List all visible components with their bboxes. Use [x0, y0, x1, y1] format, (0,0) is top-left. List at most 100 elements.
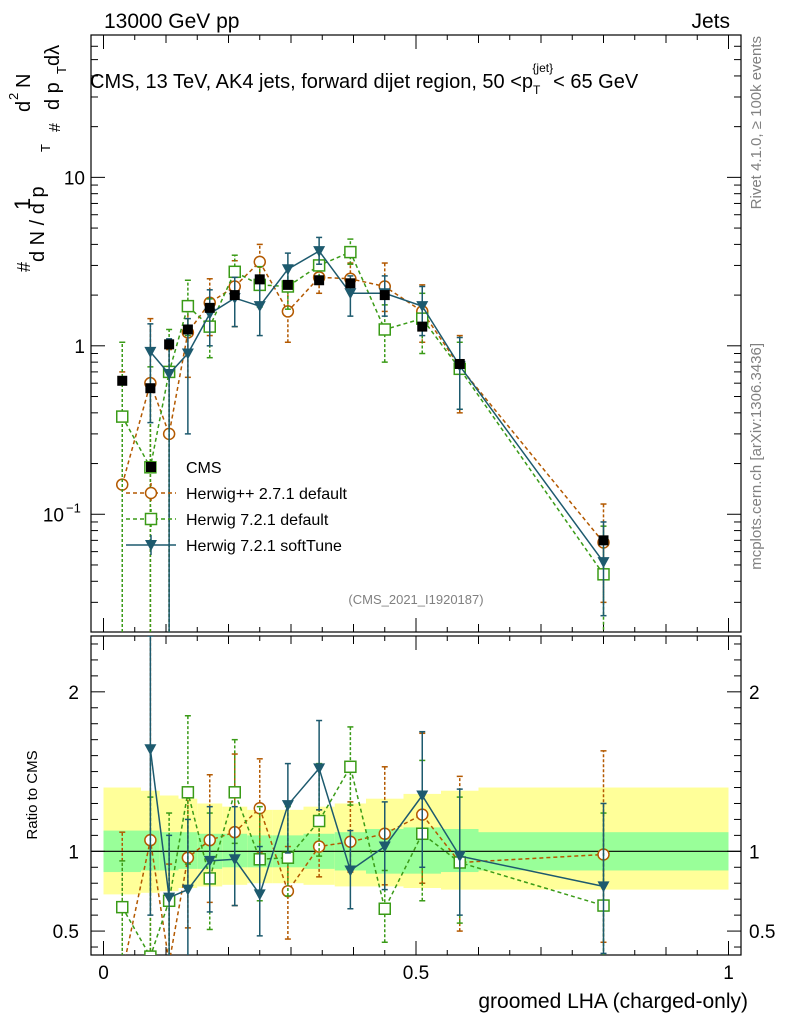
ratio-point-herwig-7-2-1-softtune	[181, 884, 194, 896]
title-tail: < 65 GeV	[553, 71, 639, 93]
y-tick-label: 1	[74, 337, 85, 358]
ratio-point-herwig-7-2-1-softtune	[163, 892, 176, 904]
main-point-cms	[229, 290, 240, 301]
ratio-point-herwig-7-2-1-softtune	[453, 851, 466, 863]
ratio-point-herwig-2-7-1-default	[117, 967, 128, 978]
ratio-point-herwig-7-2-1-default	[144, 950, 157, 955]
main-point-herwig-7-2-1-softtune	[163, 369, 176, 381]
y-tick-label-exp: −1	[66, 500, 81, 515]
ratio-point-herwig-7-2-1-default	[181, 786, 195, 799]
main-point-herwig-7-2-1-default	[116, 410, 129, 423]
ylabel-two: 2	[6, 93, 21, 100]
ratio-point-herwig-7-2-1-softtune	[378, 841, 391, 853]
ratio-point-herwig-7-2-1-softtune	[597, 881, 610, 893]
legend-marker	[144, 486, 158, 500]
ratio-point-herwig-7-2-1-softtune	[228, 854, 241, 866]
main-point-cms	[164, 339, 175, 350]
main-point-cms	[204, 302, 215, 313]
main-point-herwig-7-2-1-softtune	[144, 346, 157, 358]
y-tick-label: 10	[43, 505, 64, 526]
legend-label: Herwig++ 2.7.1 default	[186, 486, 348, 503]
ylabel-dpT: d p	[42, 82, 64, 110]
ratio-y-tick-label-right: 2	[749, 683, 760, 704]
mcplots-label: mcplots.cern.ch [arXiv:1306.3436]	[748, 343, 765, 570]
ratio-point-herwig-2-7-1-default	[164, 957, 175, 968]
ylabel-dN: d N / d p	[27, 186, 49, 262]
ratio-y-tick-label-right: 1	[749, 842, 760, 863]
ratio-point-herwig-7-2-1-default	[228, 786, 241, 799]
main-point-cms	[417, 321, 428, 332]
ratio-point-herwig-7-2-1-default	[344, 760, 357, 774]
ratio-y-tick-label: 2	[68, 683, 79, 704]
ratio-point-herwig-7-2-1-default	[378, 902, 391, 915]
main-point-herwig-7-2-1-default	[228, 265, 241, 279]
ratio-point-herwig-7-2-1-default	[312, 814, 326, 828]
header-right: Jets	[691, 10, 730, 33]
legend-item-herwig-7-2-1-default: Herwig 7.2.1 default	[126, 509, 329, 529]
main-point-cms	[345, 278, 356, 289]
legend-item-cms: CMS	[146, 460, 222, 477]
main-point-herwig-7-2-1-softtune	[181, 348, 194, 360]
main-point-cms	[598, 535, 609, 546]
main-point-herwig-7-2-1-default	[378, 323, 391, 336]
ratio-point-herwig-7-2-1-softtune	[344, 865, 357, 877]
legend-marker	[144, 512, 158, 526]
main-point-cms	[454, 358, 465, 369]
ylabel-one: 1	[10, 198, 35, 210]
ratio-point-herwig-7-2-1-softtune	[144, 744, 157, 756]
main-point-herwig-2-7-1-default	[253, 255, 266, 269]
main-point-cms	[145, 383, 156, 394]
legend-label: CMS	[186, 460, 222, 477]
ylabel-hash-1: #	[14, 262, 34, 272]
ylabel-d2: d	[13, 101, 35, 112]
main-ylabel: # 1 d N / d p T # d 2 N d p T dλ	[6, 45, 69, 272]
main-point-herwig-7-2-1-softtune	[253, 301, 266, 313]
main-point-herwig-7-2-1-default	[181, 299, 195, 313]
main-point-cms	[254, 274, 265, 285]
ratio-y-tick-label: 0.5	[53, 922, 79, 943]
legend-item-herwig-2-7-1-default: Herwig++ 2.7.1 default	[126, 483, 348, 503]
main-point-cms	[379, 290, 390, 301]
legend-marker	[146, 462, 156, 472]
ratio-y-tick-label-right: 0.5	[749, 922, 775, 943]
ratio-point-herwig-7-2-1-default	[281, 851, 295, 864]
ylabel-hash-2: #	[47, 123, 64, 132]
legend-label: Herwig 7.2.1 softTune	[186, 538, 342, 555]
legend-marker	[145, 540, 157, 551]
main-point-herwig-7-2-1-softtune	[281, 264, 294, 276]
ratio-point-herwig-7-2-1-softtune	[281, 800, 294, 812]
ylabel-dlambda: dλ	[42, 45, 64, 66]
title-text: CMS, 13 TeV, AK4 jets, forward dijet reg…	[90, 71, 533, 93]
title-sup: {jet}	[532, 61, 553, 75]
main-point-herwig-7-2-1-softtune	[416, 301, 429, 313]
main-point-cms	[182, 324, 193, 335]
header-left: 13000 GeV pp	[104, 10, 239, 33]
ylabel-T-2: T	[54, 66, 69, 74]
x-tick-label: 1	[723, 963, 734, 984]
y-tick-label: 10	[64, 168, 85, 189]
ratio-ylabel: Ratio to CMS	[24, 750, 41, 839]
ylabel-T-1: T	[38, 144, 53, 152]
main-point-herwig-7-2-1-default	[344, 245, 357, 259]
ratio-plot: 0 0.5 1 0.5 0.5 1 1 2 2	[53, 635, 775, 984]
main-point-cms	[314, 275, 325, 286]
main-point-herwig-7-2-1-softtune	[313, 246, 326, 258]
ylabel-N: N	[13, 74, 35, 88]
x-tick-label: 0	[98, 963, 109, 984]
xlabel: groomed LHA (charged-only)	[478, 990, 748, 1013]
legend-item-herwig-7-2-1-softtune: Herwig 7.2.1 softTune	[126, 535, 342, 555]
ratio-point-herwig-7-2-1-softtune	[313, 763, 326, 775]
ratio-series-herwig-7-2-1-softtune	[144, 636, 610, 955]
ratio-point-herwig-7-2-1-default	[116, 900, 129, 914]
ratio-point-herwig-7-2-1-softtune	[416, 790, 429, 802]
chart-title: CMS, 13 TeV, AK4 jets, forward dijet reg…	[90, 61, 639, 97]
legend: CMS Herwig++ 2.7.1 default Herwig 7.2.1 de…	[126, 460, 348, 555]
x-tick-label: 0.5	[403, 963, 429, 984]
title-sub: T	[533, 83, 541, 97]
legend-label: Herwig 7.2.1 default	[186, 512, 329, 529]
main-point-cms	[117, 375, 128, 386]
main-point-herwig-7-2-1-softtune	[344, 288, 357, 300]
ratio-point-herwig-7-2-1-softtune	[203, 855, 216, 867]
main-point-cms	[282, 279, 293, 290]
